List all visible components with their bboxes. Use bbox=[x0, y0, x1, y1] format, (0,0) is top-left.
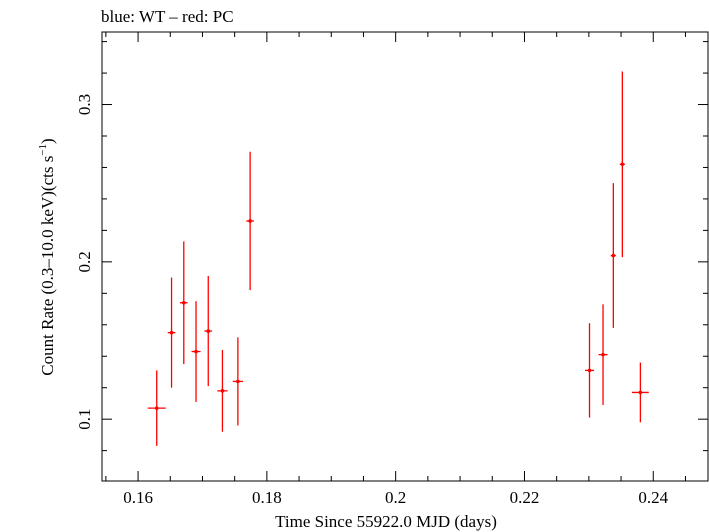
x-tick-label: 0.24 bbox=[638, 488, 668, 507]
x-axis: 0.16 0.18 0.2 0.22 0.24 bbox=[105, 32, 686, 507]
point-marker bbox=[206, 329, 211, 333]
point-marker bbox=[169, 330, 174, 335]
x-tick-label: 0.2 bbox=[385, 488, 406, 507]
data-point bbox=[598, 304, 608, 406]
y-axis-label-main: Count Rate (0.3–10.0 keV)(cts s bbox=[38, 156, 57, 376]
data-point bbox=[619, 71, 625, 258]
data-point bbox=[232, 337, 244, 426]
point-marker bbox=[181, 300, 186, 305]
y-axis: 0.1 0.2 0.3 bbox=[75, 41, 708, 452]
x-tick-label: 0.22 bbox=[510, 488, 540, 507]
y-axis-label-end: ) bbox=[38, 138, 57, 144]
y-axis-label: Count Rate (0.3–10.0 keV)(cts s−1) bbox=[37, 138, 57, 375]
data-point bbox=[204, 276, 213, 387]
data-point bbox=[246, 151, 254, 291]
point-marker bbox=[601, 352, 605, 357]
data-point bbox=[147, 370, 166, 446]
point-marker bbox=[154, 406, 159, 410]
point-marker bbox=[248, 219, 252, 223]
data-series-pc bbox=[147, 71, 649, 446]
y-tick-label: 0.1 bbox=[75, 409, 94, 430]
y-tick-label: 0.3 bbox=[75, 94, 94, 115]
point-marker bbox=[620, 162, 625, 167]
point-marker bbox=[587, 368, 592, 373]
plot-frame bbox=[101, 31, 709, 482]
data-point bbox=[217, 349, 228, 432]
data-point bbox=[167, 277, 176, 388]
chart-title: blue: WT – red: PC bbox=[101, 7, 234, 26]
x-axis-label: Time Since 55922.0 MJD (days) bbox=[275, 512, 497, 531]
x-tick-label: 0.18 bbox=[252, 488, 282, 507]
x-tick-label: 0.16 bbox=[123, 488, 153, 507]
point-marker bbox=[194, 349, 198, 354]
y-tick-label: 0.2 bbox=[75, 251, 94, 272]
point-marker bbox=[220, 389, 225, 393]
y-axis-label-superscript: −1 bbox=[37, 144, 49, 156]
data-point bbox=[610, 183, 616, 328]
point-marker bbox=[236, 379, 240, 384]
data-point bbox=[179, 241, 188, 365]
data-point bbox=[584, 323, 595, 418]
data-point bbox=[191, 301, 201, 402]
point-marker bbox=[638, 390, 643, 395]
point-marker bbox=[611, 253, 616, 258]
data-point bbox=[632, 362, 649, 423]
